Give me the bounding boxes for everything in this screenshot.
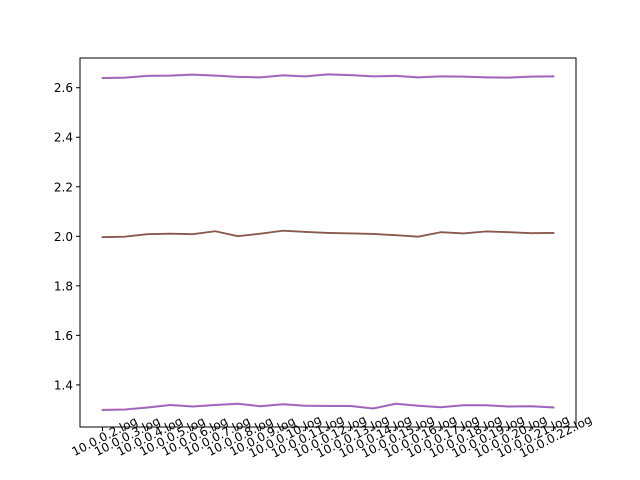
y-axis: 1.4 1.6 1.8 2.0 2.2 2.4 2.6 bbox=[54, 81, 80, 392]
series-line-4 bbox=[101, 229, 555, 238]
series-line-6 bbox=[101, 403, 555, 411]
y-tick-label: 1.6 bbox=[54, 329, 73, 343]
series-layer bbox=[101, 73, 555, 411]
y-tick-label: 2.4 bbox=[54, 131, 73, 145]
y-tick-label: 2.6 bbox=[54, 81, 73, 95]
y-tick-label: 1.4 bbox=[54, 378, 73, 392]
y-tick-label: 2.2 bbox=[54, 180, 73, 194]
x-axis: 10.0.0.2.log10.0.0.3.log10.0.0.4.log10.0… bbox=[70, 412, 595, 461]
y-tick-label: 2.0 bbox=[54, 230, 73, 244]
y-tick-label: 1.8 bbox=[54, 279, 73, 293]
plot-frame bbox=[79, 57, 577, 428]
series-line-2 bbox=[101, 73, 555, 80]
